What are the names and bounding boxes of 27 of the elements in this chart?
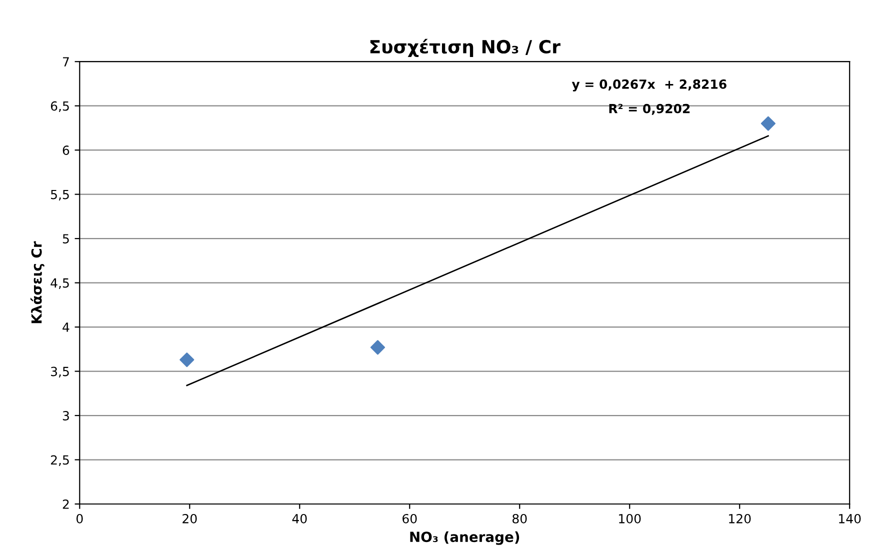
x-tick-label: 60 bbox=[402, 514, 417, 524]
annotation: R² = 0,9202 bbox=[609, 104, 690, 115]
y-tick-label: 5 bbox=[62, 234, 69, 244]
point bbox=[180, 352, 194, 368]
y-tick-label: 6,5 bbox=[50, 101, 69, 112]
y-tick-label: 2,5 bbox=[50, 455, 69, 466]
y-tick-label: 7 bbox=[63, 57, 69, 66]
x-axis-title: NO₃ (anerage) bbox=[410, 531, 520, 545]
y-tick-label: 3,5 bbox=[51, 366, 69, 378]
x-tick-label: 100 bbox=[619, 514, 641, 524]
y-tick-label: 4,5 bbox=[50, 278, 69, 289]
y-tick-label: 6 bbox=[62, 146, 70, 156]
x-tick-label: 120 bbox=[729, 514, 751, 524]
x-tick-label: 40 bbox=[292, 514, 307, 524]
y-axis-title: Κλάσεις Cr bbox=[30, 241, 44, 324]
x-tick-label: 20 bbox=[182, 514, 197, 524]
x-tick-label: 140 bbox=[839, 514, 861, 524]
point bbox=[370, 340, 386, 355]
point bbox=[760, 116, 776, 131]
y-tick-label: 4 bbox=[62, 322, 70, 332]
annotation: y = 0,0267x + 2,8216 bbox=[572, 79, 726, 92]
chart-title: Συσχέτιση NO₃ / Cr bbox=[370, 38, 560, 58]
x-tick-label: 80 bbox=[512, 514, 527, 524]
y-tick-label: 3 bbox=[62, 410, 69, 420]
y-tick-label: 5,5 bbox=[51, 190, 69, 201]
x-tick-label: 0 bbox=[76, 514, 83, 524]
y-tick-label: 2 bbox=[62, 499, 69, 509]
